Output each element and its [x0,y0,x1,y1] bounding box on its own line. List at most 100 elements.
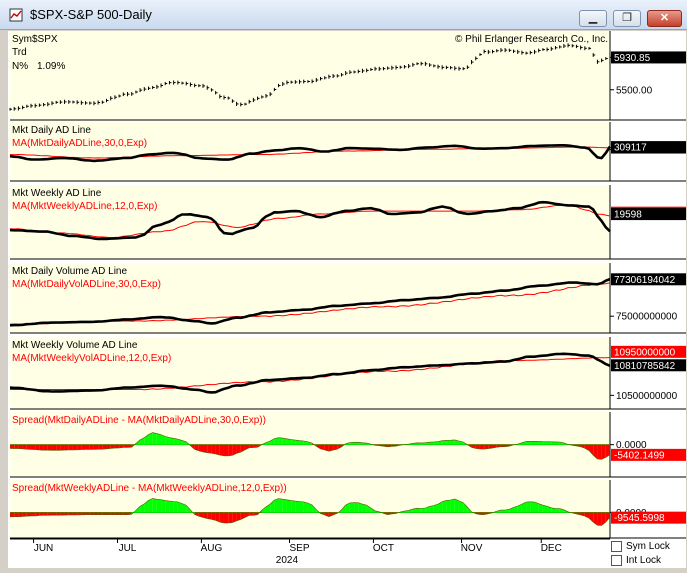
spread-bar [513,506,518,513]
spread-bar [547,441,552,445]
int-lock-label: Int Lock [626,555,662,566]
x-tick-label: DEC [541,543,562,554]
spread-bar [408,509,413,513]
spread-bar [106,512,111,515]
indicator-line [9,200,611,241]
y-tick-label: 75000000000 [616,312,678,323]
indicator-line [9,277,611,327]
spread-bar [593,512,598,526]
x-tick-label: AUG [201,543,223,554]
spread-bar [68,512,73,516]
y-tick-label: 0.0000 [616,440,647,451]
spread-bar [479,444,485,450]
spread-bar [14,512,19,517]
spread-bar [416,442,422,445]
spread-bar [576,444,581,447]
spread-bar [148,432,153,445]
spread-bar [354,442,359,445]
spread-bar [10,444,15,449]
spread-bar [370,507,376,513]
spread-bar [312,504,317,513]
value-tag-label: -9545.5998 [614,513,665,524]
panel-label: Mkt Weekly Volume AD Line [12,340,138,351]
spread-bar [291,439,296,445]
spread-bar [429,441,434,445]
x-tick-label: OCT [373,543,394,554]
spread-bar [261,442,266,445]
spread-bar [580,444,585,449]
spread-bar [77,512,82,515]
panel-background [10,31,610,120]
spread-bar [299,501,304,513]
spread-bar [81,512,86,515]
spread-bar [412,508,417,513]
spread-bar [597,444,602,460]
spread-bar [156,499,162,513]
spread-bar [186,505,191,513]
spread-bar [538,503,543,513]
spread-bar [207,444,212,454]
y-tick-label: 10500000000 [616,391,678,402]
spread-bar [530,501,535,513]
spread-bar [198,444,204,452]
spread-bar [123,444,128,448]
value-tag [611,273,686,286]
value-tag [611,51,686,64]
value-tag-label: 77306194042 [614,275,676,286]
spread-bar [169,437,174,445]
spread-bar [43,512,48,516]
spread-bar [156,433,162,445]
spread-bar [274,437,279,445]
spread-bar [295,501,300,513]
spread-bar [450,439,455,445]
spread-bar [437,501,443,513]
spread-bar [173,438,178,445]
spread-bar [161,434,166,445]
x-tick-label: SEP [290,543,310,554]
spread-bar [475,444,480,450]
spread-bar [47,512,52,516]
spread-bar [114,444,120,449]
close-icon: ✕ [659,12,670,24]
spread-bar [26,444,31,450]
spread-bar [282,438,287,445]
value-tag-label: 309117 [614,143,647,154]
spread-bar [307,503,313,513]
x-tick-label: JUN [34,543,53,554]
value-tag-label: 5930.85 [614,53,651,64]
int-lock-checkbox[interactable] [611,555,622,566]
spread-bar [295,440,300,445]
spread-bar [589,512,594,523]
spread-bar [484,512,489,515]
spread-bar [479,512,485,515]
spread-bar [110,444,115,449]
spread-bar [219,444,224,456]
n-label: N% [12,61,28,72]
spread-bar [358,502,363,513]
minimize-button[interactable]: ▁ [579,10,607,27]
sym-label: Sym [12,34,32,45]
spread-bar [433,441,438,445]
spread-bar [559,442,564,445]
spread-bar [328,444,334,452]
spread-bar [93,444,99,450]
restore-button[interactable]: ❐ [613,10,641,27]
spread-bar [454,439,459,445]
panel-weekly_vol_ad: Mkt Weekly Volume AD Line MA(MktWeeklyVol… [9,337,686,410]
spread-bar [51,512,57,516]
spread-bar [584,512,590,519]
spread-bar [521,502,527,513]
value-tag [611,141,686,154]
spread-bar [454,498,459,513]
spread-bar [10,512,15,517]
spread-bar [72,444,78,450]
spread-bar [274,498,279,513]
spread-bar [236,444,241,454]
chart-area[interactable]: 5500.00 5930.85 Mkt Daily AD Line MA(MktDai… [8,31,686,568]
panel-label: Spread(MktDailyADLine - MA(MktDailyADLin… [12,415,266,426]
sym-lock-checkbox[interactable] [611,541,622,552]
close-button[interactable]: ✕ [647,10,682,27]
spread-bar [593,444,598,459]
spread-bar [35,512,40,516]
spread-bar [169,501,174,513]
